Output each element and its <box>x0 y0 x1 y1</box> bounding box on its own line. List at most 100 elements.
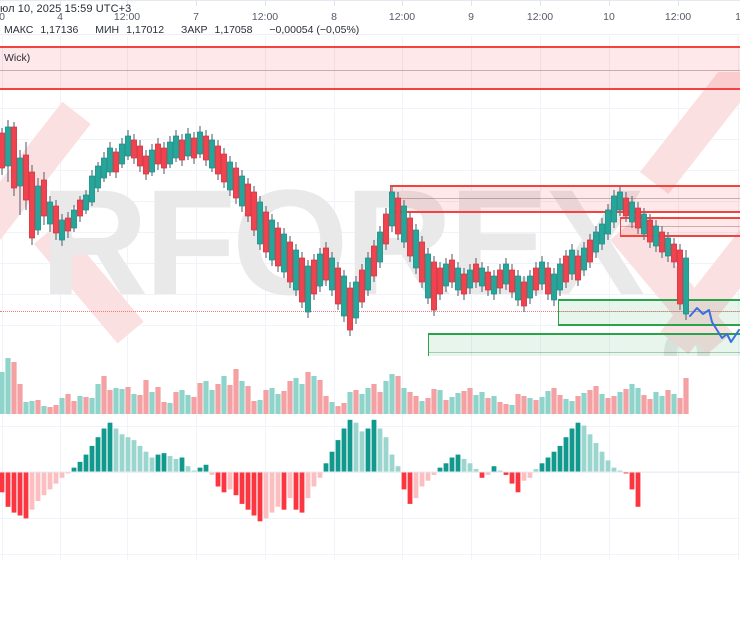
macd-bar <box>191 470 197 472</box>
vertical-gridline <box>196 36 197 356</box>
resistance-zone-top[interactable] <box>0 46 740 88</box>
volume-bar <box>407 392 413 414</box>
candle-body <box>233 167 239 199</box>
macd-bar <box>323 463 329 472</box>
macd-bar <box>221 472 227 493</box>
macd-bar <box>41 472 47 496</box>
volume-bar <box>167 403 173 414</box>
macd-bar <box>83 454 89 472</box>
volume-bar <box>485 398 491 414</box>
vertical-gridline <box>678 356 679 414</box>
macd-bar <box>203 464 209 472</box>
volume-bar <box>305 372 311 414</box>
candle-body <box>335 267 341 305</box>
volume-bar <box>533 400 539 414</box>
macd-bar <box>347 419 353 472</box>
volume-bar <box>47 407 53 414</box>
volume-bar <box>155 387 161 414</box>
axis-bottom-border <box>0 34 740 35</box>
candle-body <box>173 135 179 159</box>
macd-bar <box>23 472 29 519</box>
vertical-gridline <box>678 414 679 560</box>
macd-bar <box>275 472 281 507</box>
macd-bar <box>233 472 239 496</box>
volume-bar <box>395 376 401 414</box>
vertical-gridline <box>471 414 472 560</box>
candle-body <box>137 145 143 167</box>
macd-bar <box>209 472 215 475</box>
axis-tickmark <box>609 0 610 6</box>
volume-bar <box>599 394 605 414</box>
volume-bar <box>515 394 521 414</box>
candle-body <box>359 269 365 303</box>
candle-body <box>251 191 257 231</box>
candle-body <box>281 233 287 273</box>
chart-header: юл 10, 2025 15:59 UTC+3 МАКС 1,17136 МИН 1… <box>0 0 740 36</box>
macd-bar <box>305 472 311 499</box>
volume-bar <box>671 394 677 414</box>
candle-body <box>347 287 353 331</box>
candle-body <box>449 259 455 283</box>
resistance-zone-top-boundary <box>0 88 740 90</box>
forecast-polyline <box>689 307 740 343</box>
volume-bar <box>359 394 365 414</box>
resistance-zone-1-midline <box>390 198 740 199</box>
volume-panel[interactable] <box>0 356 740 414</box>
candle-body <box>179 139 185 161</box>
axis-tick-label: 12:00 <box>251 11 279 23</box>
volume-bar <box>191 397 197 414</box>
macd-bar <box>515 472 521 493</box>
macd-bar <box>617 470 623 472</box>
macd-bar <box>623 472 629 474</box>
macd-bar <box>425 472 431 481</box>
macd-bar <box>113 428 119 472</box>
candle-body <box>599 223 605 245</box>
candle-body <box>239 175 245 207</box>
volume-bar <box>575 396 581 414</box>
candle-body <box>413 229 419 269</box>
horizontal-gridline <box>0 426 740 427</box>
vertical-gridline <box>265 36 266 356</box>
macd-bar <box>611 467 617 472</box>
resistance-zone-1-boundary <box>390 211 740 213</box>
candle-body <box>371 245 377 277</box>
candle-body <box>497 269 503 289</box>
axis-tickmark <box>265 0 266 6</box>
volume-bar <box>563 399 569 414</box>
candle-body <box>407 217 413 257</box>
volume-bar <box>419 401 425 414</box>
volume-bar <box>551 388 557 414</box>
volume-bar <box>401 388 407 414</box>
macd-panel[interactable] <box>0 414 740 560</box>
volume-bar <box>377 392 383 414</box>
volume-bar <box>653 392 659 414</box>
volume-bar <box>221 376 227 414</box>
volume-bar <box>473 395 479 414</box>
volume-bar <box>677 398 683 414</box>
macd-bar <box>581 425 587 472</box>
volume-bar <box>521 396 527 414</box>
macd-bar <box>551 451 557 472</box>
volume-bar <box>509 405 515 414</box>
vertical-gridline <box>540 356 541 414</box>
support-zone-lower-midline <box>428 352 740 353</box>
candle-body <box>551 273 557 301</box>
volume-bar <box>215 384 221 414</box>
x-axis[interactable]: 0 4 12:00 7 12:00 8 12:00 9 12:00 10 12:00 1 <box>0 0 740 60</box>
candle-body <box>503 263 509 285</box>
macd-bar <box>263 472 269 519</box>
macd-bar <box>563 437 569 472</box>
price-panel[interactable]: RFOREX g Wick) <box>0 36 740 356</box>
macd-bar <box>293 472 299 510</box>
candle-body <box>461 273 467 295</box>
axis-tickmark <box>678 0 679 6</box>
axis-tick-label: 4 <box>57 11 63 23</box>
candle-body <box>389 191 395 227</box>
macd-bar <box>329 451 335 472</box>
macd-bar <box>533 469 539 472</box>
candle-body <box>119 143 125 165</box>
macd-bar <box>545 457 551 472</box>
axis-tick-label: 12:00 <box>113 11 141 23</box>
volume-bar <box>497 402 503 414</box>
